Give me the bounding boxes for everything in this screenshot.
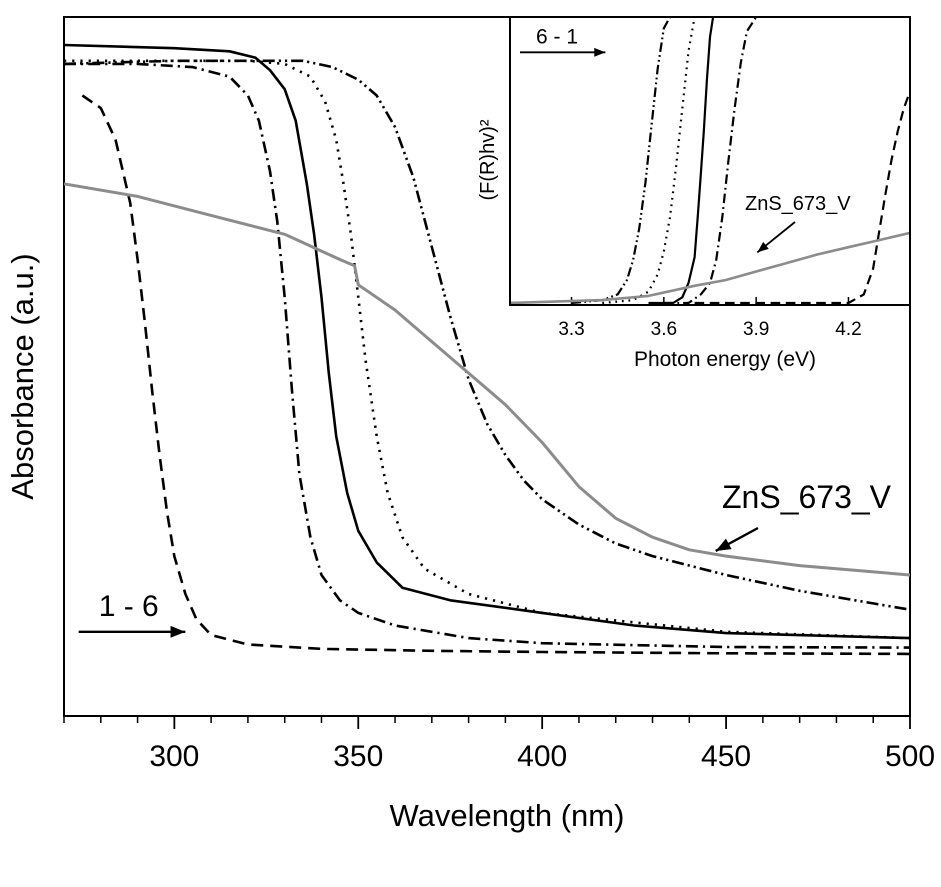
- main-chart: 300 350 400 450 500 Wavelength (nm) Absorbance…: [5, 16, 935, 833]
- x-axis-title: Wavelength (nm): [390, 798, 625, 833]
- znS-673-v-label-inset: ZnS_673_V: [745, 193, 851, 215]
- inset-x-axis-title: Photon energy (eV): [634, 348, 816, 371]
- znS-673-v-arrow-main-head: [715, 538, 732, 551]
- order-label-1-6: 1 - 6: [99, 590, 159, 623]
- main-plot-frame: [63, 16, 911, 717]
- inset-series-line-6: [511, 231, 909, 304]
- main-series-line-2: [64, 62, 910, 649]
- inset-series-line-1: [571, 18, 671, 304]
- main-series-line-3: [64, 43, 910, 640]
- order-label-6-1: 6 - 1: [536, 25, 578, 48]
- inset-y-axis-title: (F(R)hv)²: [477, 119, 499, 200]
- znS-673-v-arrow-inset-head: [757, 241, 769, 253]
- inset-chart: 3.3 3.6 3.9 4.2 Photon energy (eV) (F(R)hv)² 6…: [477, 16, 911, 371]
- inset-x-tick-label: 4.2: [835, 319, 861, 340]
- order-arrow-1-6-head: [170, 625, 186, 638]
- inset-x-tick-label: 3.3: [558, 319, 584, 340]
- inset-series-line-4: [663, 18, 757, 304]
- order-arrow-6-1-head: [594, 47, 606, 57]
- main-series-line-1: [81, 94, 910, 656]
- inset-plot-frame: [509, 16, 911, 306]
- x-tick-label: 400: [517, 740, 567, 773]
- main-series-line-4: [64, 59, 910, 640]
- x-tick-label: 300: [149, 740, 199, 773]
- inset-x-tick-label: 3.6: [651, 319, 677, 340]
- main-series-line-5: [64, 59, 910, 611]
- inset-series-line-5: [694, 91, 909, 304]
- znS-673-v-label-main: ZnS_673_V: [722, 479, 892, 515]
- inset-x-tick-label: 3.9: [743, 319, 769, 340]
- y-axis-title: Absorbance (a.u.): [5, 253, 40, 499]
- main-series-line-6: [64, 182, 910, 577]
- x-tick-label: 450: [701, 740, 751, 773]
- inset-series-line-3: [648, 18, 715, 304]
- x-tick-label: 500: [885, 740, 935, 773]
- x-tick-label: 350: [333, 740, 383, 773]
